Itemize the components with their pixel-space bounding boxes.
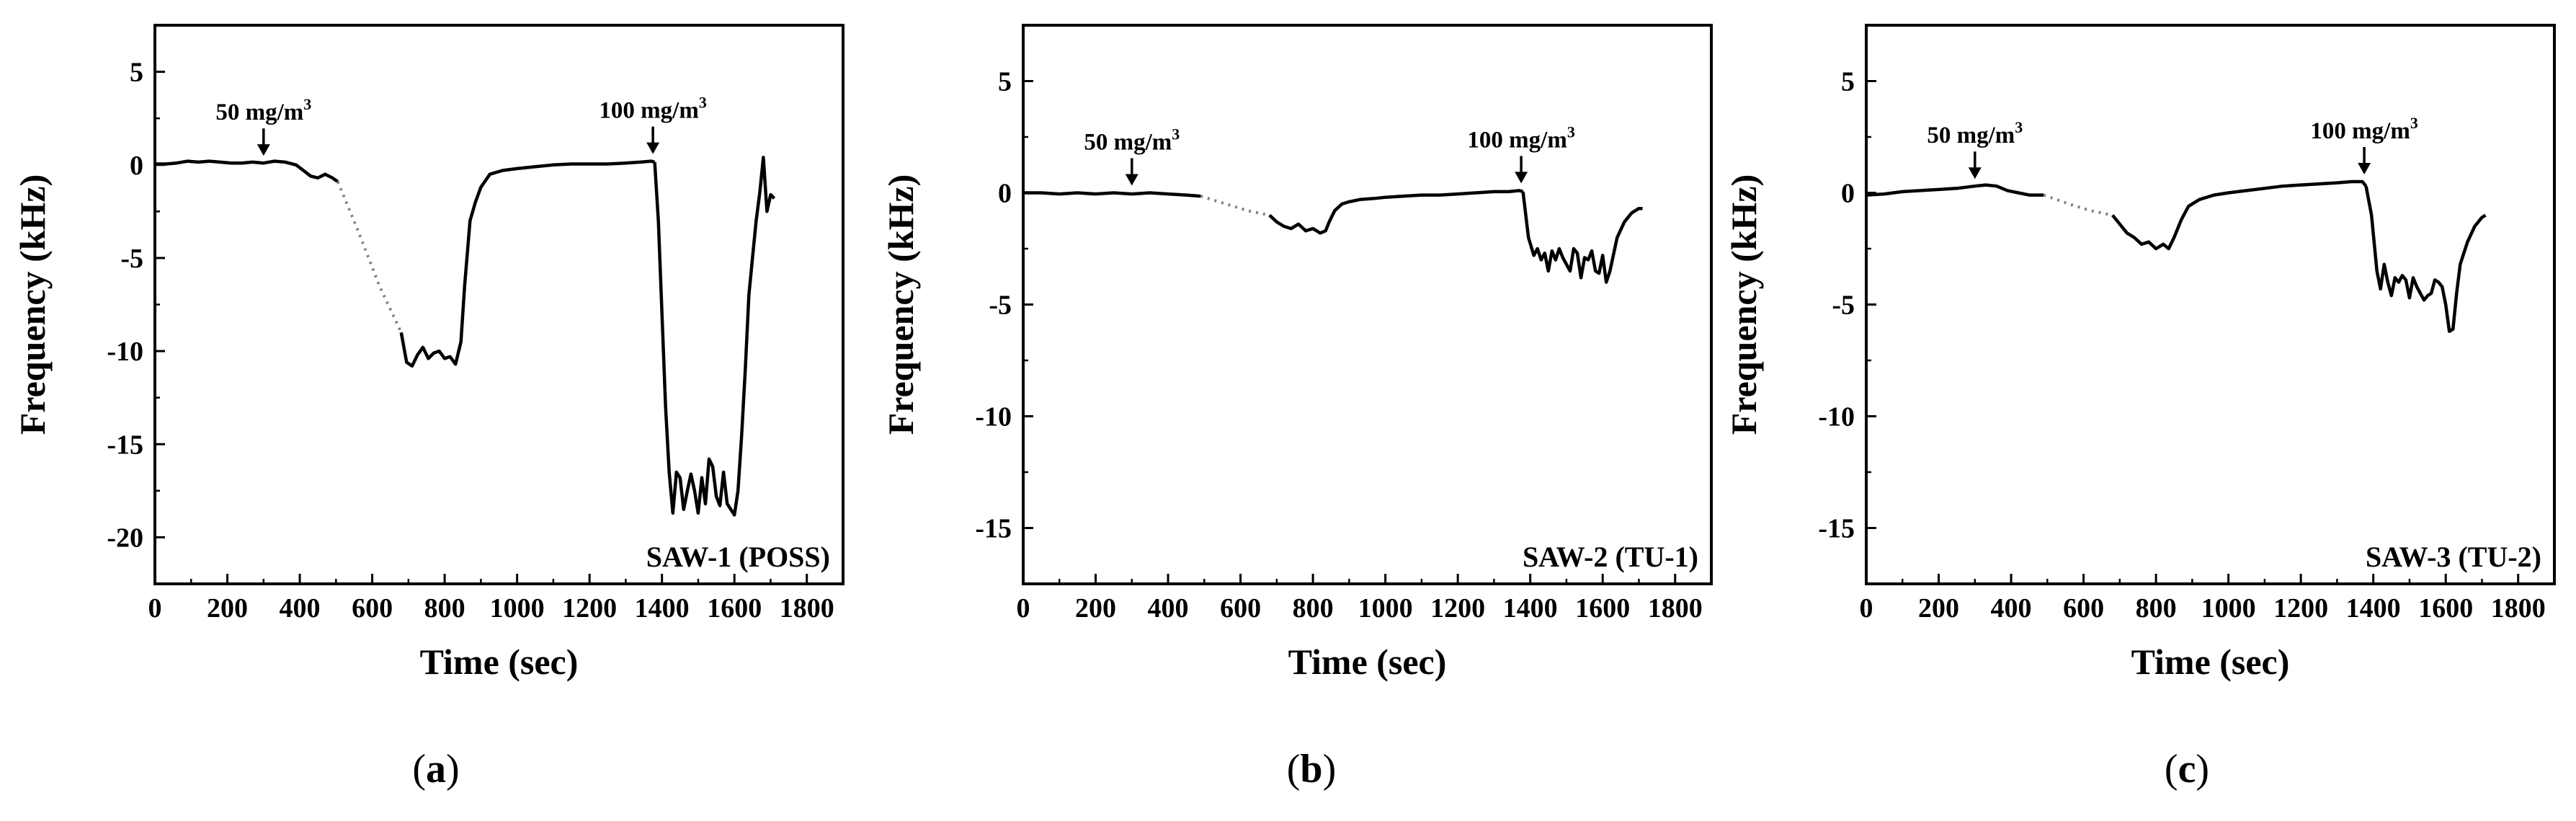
series-line	[2364, 185, 2487, 333]
series-line	[155, 159, 339, 183]
x-tick-label: 400	[1991, 593, 2032, 623]
annotation-label: 100 mg/m3	[1467, 123, 1574, 153]
series-line	[2111, 179, 2368, 251]
annotation-label: 50 mg/m3	[1927, 118, 2023, 148]
sensor-tag: SAW-3 (TU-2)	[2366, 541, 2541, 573]
annotation-arrow-head	[1515, 172, 1528, 184]
y-tick-label: -15	[1818, 514, 1855, 544]
x-tick-label: 1600	[1575, 593, 1630, 623]
series-line	[1268, 189, 1524, 235]
y-tick-label: -5	[989, 290, 1012, 321]
x-tick-label: 200	[207, 593, 248, 623]
series-gap-segment	[336, 181, 403, 334]
x-axis-title: Time (sec)	[1288, 642, 1447, 682]
x-tick-label: 800	[1293, 593, 1334, 623]
y-tick-label: -15	[975, 514, 1012, 544]
plot-frame	[1865, 24, 2556, 585]
panel-a: 0 200 400 600 800 1000 1200 1400 1600 1800 5 0 -5 -10…	[12, 24, 844, 682]
x-tick-label: 1000	[490, 593, 545, 623]
x-tick-label: 200	[1918, 593, 1959, 623]
x-tick-label: 1400	[1503, 593, 1558, 623]
annotation-arrow-head	[257, 144, 270, 156]
x-tick-label: 800	[424, 593, 465, 623]
x-tick-label: 1200	[562, 593, 617, 623]
series-gap-segment	[1200, 195, 1270, 217]
panel-b: 0 200 400 600 800 1000 1200 1400 1600 1800 5 0 -5 -10…	[881, 24, 1713, 682]
annotation-arrow-head	[1968, 167, 1982, 179]
x-tick-label: 800	[2136, 593, 2177, 623]
x-tick-label: 200	[1075, 593, 1116, 623]
panel-c: 0 200 400 600 800 1000 1200 1400 1600 1800 5 0 -5 -10…	[1724, 24, 2556, 682]
x-tick-label: 1600	[2418, 593, 2473, 623]
y-tick-label: -10	[1818, 402, 1855, 432]
x-tick-label: 0	[148, 593, 162, 623]
y-tick-label: 0	[130, 151, 143, 181]
y-tick-label: -10	[107, 337, 143, 367]
series-line	[399, 159, 656, 368]
x-tick-label: 600	[2063, 593, 2104, 623]
y-tick-label: -15	[107, 430, 143, 460]
series-line	[1023, 191, 1201, 198]
panel-label-c: (c)	[2165, 747, 2209, 791]
x-tick-label: 400	[1148, 593, 1189, 623]
annotation-arrow-head	[646, 142, 660, 154]
x-axis-title: Time (sec)	[420, 642, 579, 682]
sensor-tag: SAW-2 (TU-1)	[1523, 541, 1698, 573]
x-tick-label: 600	[352, 593, 393, 623]
y-axis-title: Frequency (kHz)	[12, 174, 53, 435]
y-tick-label: -5	[120, 244, 143, 274]
x-tick-label: 600	[1220, 593, 1261, 623]
y-tick-label: -5	[1832, 290, 1855, 321]
x-tick-label: 1800	[780, 593, 834, 623]
y-tick-label: -10	[975, 402, 1012, 432]
y-tick-label: 5	[1841, 67, 1855, 97]
panel-label-b: (b)	[1287, 747, 1336, 791]
annotation-arrow-head	[1125, 174, 1138, 186]
annotation-label: 100 mg/m3	[2310, 114, 2417, 144]
plot-frame	[1022, 24, 1713, 585]
y-axis-title: Frequency (kHz)	[1724, 174, 1764, 435]
panel-label-a: (a)	[412, 747, 459, 791]
x-tick-label: 0	[1860, 593, 1873, 623]
series-gap-segment	[2043, 193, 2113, 217]
x-tick-label: 1200	[1430, 593, 1485, 623]
annotation-arrow-head	[2358, 163, 2371, 174]
x-tick-label: 1600	[707, 593, 762, 623]
sensor-tag: SAW-1 (POSS)	[646, 541, 830, 573]
annotation-label: 100 mg/m3	[599, 94, 706, 124]
series-line	[1521, 191, 1643, 284]
x-tick-label: 1800	[1648, 593, 1703, 623]
annotation-label: 50 mg/m3	[215, 95, 311, 125]
x-tick-label: 1800	[2491, 593, 2546, 623]
series-group	[155, 156, 776, 517]
x-tick-label: 0	[1017, 593, 1030, 623]
y-tick-label: 5	[998, 67, 1012, 97]
y-axis-title: Frequency (kHz)	[881, 174, 921, 435]
y-tick-label: 5	[130, 58, 143, 88]
series-group	[1866, 179, 2487, 333]
x-tick-label: 1400	[635, 593, 690, 623]
y-tick-label: -20	[107, 523, 143, 553]
x-tick-label: 1000	[1358, 593, 1413, 623]
y-tick-label: 0	[998, 179, 1012, 209]
annotation-label: 50 mg/m3	[1084, 125, 1180, 156]
x-tick-label: 1200	[2273, 593, 2328, 623]
series-group	[1023, 189, 1643, 284]
y-tick-label: 0	[1841, 179, 1855, 209]
x-axis-title: Time (sec)	[2131, 642, 2290, 682]
series-line	[1866, 183, 2044, 197]
x-tick-label: 1000	[2201, 593, 2256, 623]
x-tick-label: 400	[280, 593, 321, 623]
x-tick-label: 1400	[2346, 593, 2401, 623]
series-line	[653, 156, 776, 517]
